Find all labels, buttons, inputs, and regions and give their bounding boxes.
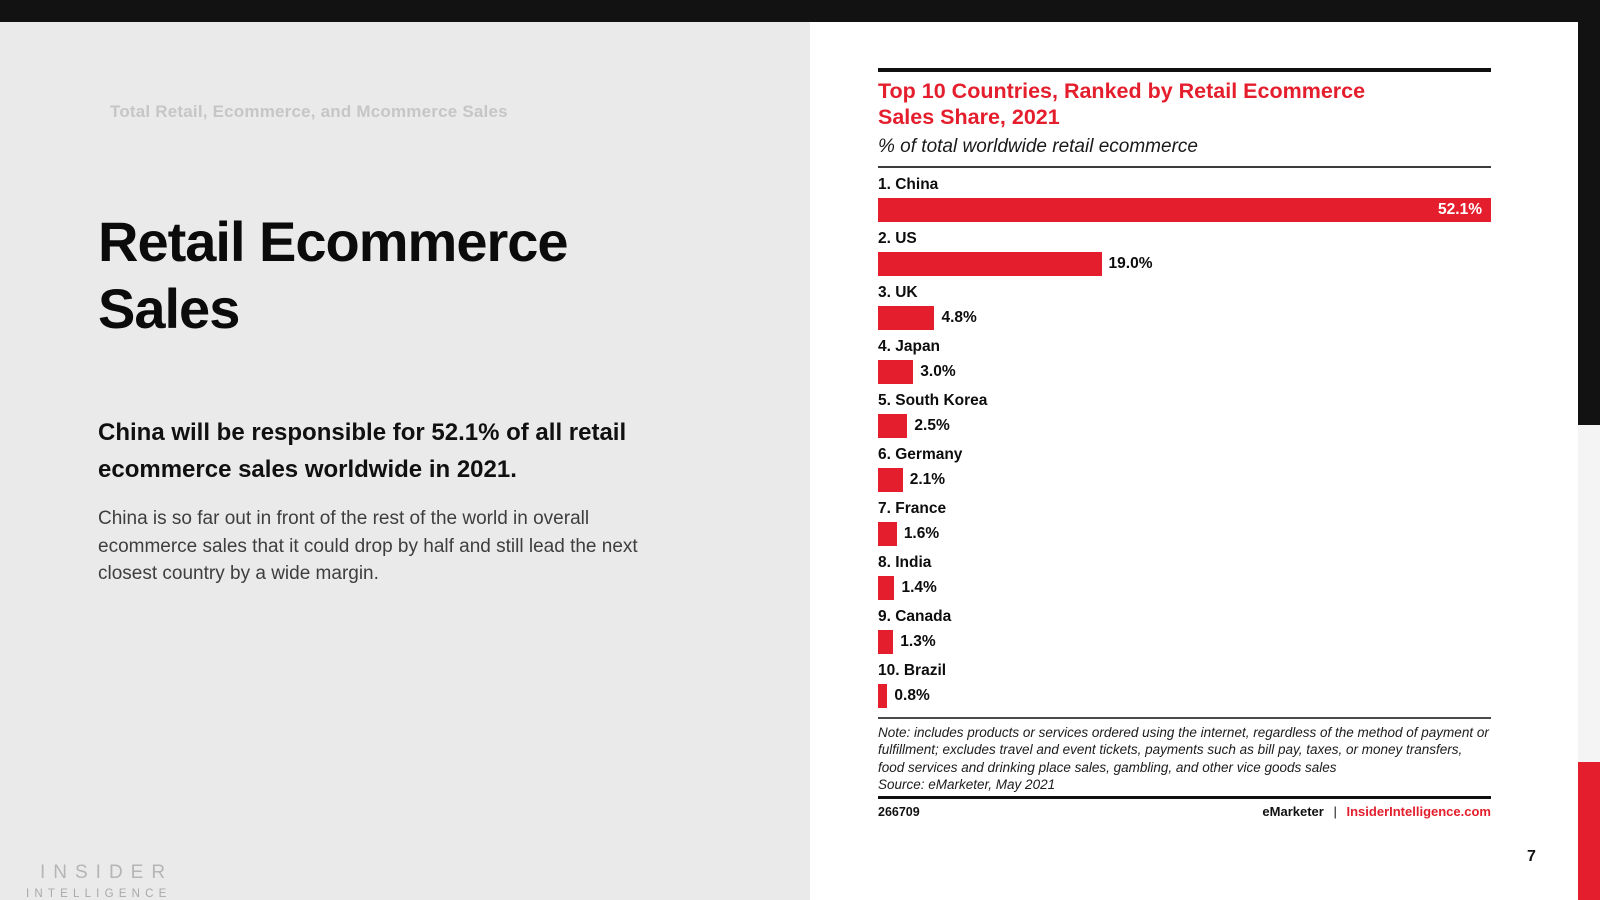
bar-value-inside: 52.1% [1438, 201, 1482, 218]
insider-intelligence-logo: INSIDER INTELLIGENCE [26, 862, 173, 900]
bar-track: 52.1% [878, 198, 1491, 222]
bar [878, 630, 894, 654]
chart-row: 3. UK 4.8% [878, 284, 1491, 330]
bar-track: 3.0% [878, 360, 1491, 384]
country-label: 5. South Korea [878, 392, 988, 409]
chart-row: 6. Germany 2.1% [878, 446, 1491, 492]
bar-track: 1.6% [878, 522, 1491, 546]
country-label: 9. Canada [878, 608, 952, 625]
bar [878, 468, 903, 492]
bar-track: 19.0% [878, 252, 1491, 276]
right-edge-gray-strip [1578, 425, 1600, 762]
brand-line: eMarketer | InsiderIntelligence.com [1262, 804, 1491, 819]
country-label: 10. Brazil [878, 662, 947, 679]
bar-value-outside: 1.6% [903, 525, 940, 542]
chart-source: Source: eMarketer, May 2021 [878, 777, 1056, 792]
chart-top-rule [878, 68, 1491, 72]
bar-value-outside: 4.8% [941, 309, 977, 326]
section-eyebrow: Total Retail, Ecommerce, and Mcommerce S… [110, 102, 508, 121]
bar-value-outside: 0.8% [894, 687, 930, 704]
emarketer-wordmark: eMarketer [1262, 804, 1324, 819]
chart-row: 10. Brazil 0.8% [878, 662, 1491, 708]
chart-row: 8. India 1.4% [878, 554, 1491, 600]
chart-title: Top 10 Countries, Ranked by Retail Ecomm… [878, 78, 1491, 130]
bar [878, 576, 895, 600]
chart-row: 5. South Korea 2.5% [878, 392, 1491, 438]
bar [878, 360, 914, 384]
page-number: 7 [1527, 848, 1536, 865]
brand-separator: | [1333, 804, 1337, 819]
chart-note: Note: includes products or services orde… [878, 724, 1489, 775]
chart-card: Top 10 Countries, Ranked by Retail Ecomm… [878, 68, 1491, 819]
bar-value-outside: 2.5% [914, 417, 950, 434]
bar [878, 414, 908, 438]
right-edge-black-strip [1578, 22, 1600, 425]
key-takeaway: China will be responsible for 52.1% of a… [98, 419, 627, 483]
bar [878, 306, 935, 330]
body-paragraph: China is so far out in front of the rest… [98, 508, 638, 584]
bar [878, 684, 888, 708]
bar [878, 252, 1102, 276]
bar-track: 0.8% [878, 684, 1491, 708]
bar-value-outside: 2.1% [909, 471, 946, 488]
chart-row: 7. France 1.6% [878, 500, 1491, 546]
chart-row: 1. China 52.1% [878, 176, 1491, 222]
bar-track: 1.4% [878, 576, 1491, 600]
bar [878, 522, 897, 546]
chart-rows: 1. China 52.1% 2. US 19.0% 3. UK 4.8% 4.… [878, 176, 1491, 708]
chart-bottom-rule [878, 795, 1491, 799]
chart-title-line-1: Top 10 Countries, Ranked by Retail Ecomm… [878, 79, 1366, 103]
chart-footer: 266709 eMarketer | InsiderIntelligence.c… [878, 804, 1491, 819]
bar-value-outside: 19.0% [1108, 255, 1153, 272]
chart-header-divider [878, 166, 1491, 168]
bar-track: 4.8% [878, 306, 1491, 330]
country-label: 7. France [878, 500, 947, 517]
country-label: 3. UK [878, 284, 918, 301]
country-label: 2. US [878, 230, 917, 247]
left-panel: Total Retail, Ecommerce, and Mcommerce S… [0, 22, 810, 900]
country-label: 6. Germany [878, 446, 963, 463]
right-edge-red-strip [1578, 762, 1600, 900]
logo-wordmark-top: INSIDER [40, 862, 174, 883]
chart-subtitle: % of total worldwide retail ecommerce [878, 136, 1198, 157]
chart-row: 4. Japan 3.0% [878, 338, 1491, 384]
chart-panel: Top 10 Countries, Ranked by Retail Ecomm… [810, 22, 1578, 900]
chart-row: 9. Canada 1.3% [878, 608, 1491, 654]
bar-value-outside: 1.3% [900, 633, 936, 650]
bar-value-outside: 3.0% [920, 363, 956, 380]
country-label: 8. India [878, 554, 932, 571]
country-label: 4. Japan [878, 338, 941, 355]
page-title: Retail Ecommerce Sales [98, 210, 569, 340]
chart-row: 2. US 19.0% [878, 230, 1491, 276]
bar-track: 2.5% [878, 414, 1491, 438]
chart-id: 266709 [878, 805, 920, 819]
bar-value-outside: 1.4% [901, 579, 937, 596]
bar-track: 2.1% [878, 468, 1491, 492]
logo-wordmark-bottom: INTELLIGENCE [26, 888, 172, 900]
top-accent-bar [0, 0, 1600, 22]
chart-note-divider [878, 717, 1491, 719]
insiderintelligence-link[interactable]: InsiderIntelligence.com [1346, 804, 1492, 819]
country-label: 1. China [878, 176, 939, 193]
bar: 52.1% [878, 198, 1491, 222]
chart-title-line-2: Sales Share, 2021 [878, 105, 1060, 129]
bar-track: 1.3% [878, 630, 1491, 654]
